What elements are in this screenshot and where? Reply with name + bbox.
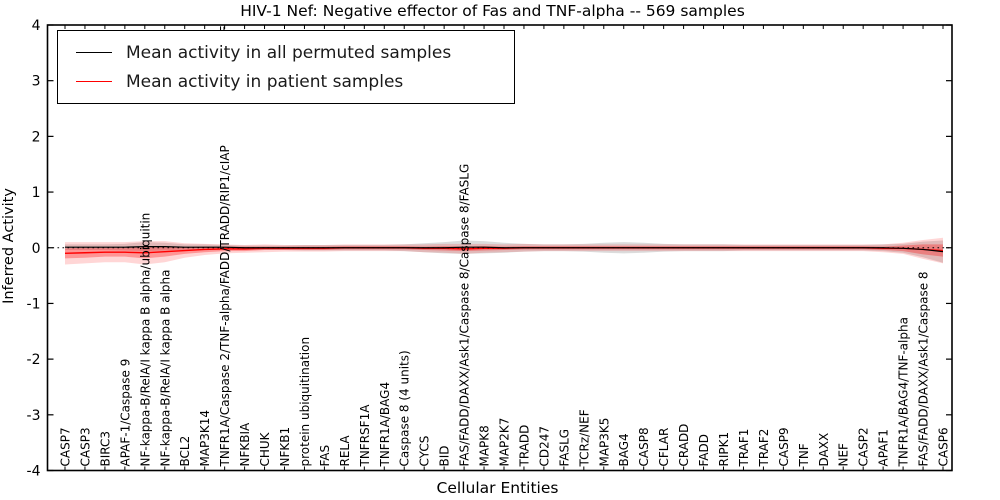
x-category-label: RIPK1 [717,432,731,467]
x-category-label: TRADD [517,425,531,468]
legend: Mean activity in all permuted samples Me… [57,30,515,104]
y-tick-label: 3 [32,74,41,90]
x-category-label: FADD [697,434,711,467]
x-category-label: MAP2K7 [498,418,512,467]
y-tick-label: -3 [27,408,41,424]
x-category-label: TNFR1A/BAG4/TNF-alpha [897,317,911,467]
x-category-label: FAS/FADD/DAXX/Ask1/Caspase 8 [917,271,931,466]
y-tick-label: -4 [27,464,41,480]
y-tick-label: 4 [32,18,41,34]
x-category-label: CFLAR [657,428,671,467]
x-category-label: APAF1 [877,429,891,466]
legend-item-patient: Mean activity in patient samples [58,67,514,96]
x-category-label: MAP3K14 [198,410,212,467]
y-tick-label: 0 [32,241,41,257]
legend-label-patient: Mean activity in patient samples [126,71,404,92]
x-category-label: FAS [318,445,332,467]
x-category-label: CASP8 [637,427,651,466]
x-category-label: CASP6 [937,427,951,466]
x-category-label: APAF-1/Caspase 9 [118,359,132,467]
x-category-label: protein ubiquitination [298,337,312,467]
axes-border [46,24,953,472]
x-category-label: TNFRSF1A [358,404,372,468]
x-category-label: FASLG [557,429,571,467]
patient-std-outer-band [65,237,943,265]
x-category-label: BIRC3 [98,431,112,467]
x-category-label: NF-kappa-B/RelA/I kappa B alpha [158,270,172,467]
y-tick-label: 1 [32,185,41,201]
x-category-label: TNFR1A/Caspase 2/TNF-alpha/FADD/TRADD/RI… [218,145,232,467]
y-axis-label: Inferred Activity [1,188,17,304]
permuted-line-swatch [76,52,112,53]
legend-label-permuted: Mean activity in all permuted samples [126,42,452,63]
x-category-label: BCL2 [178,436,192,467]
x-category-label: CD247 [537,426,551,467]
x-category-label: CASP9 [777,427,791,466]
y-tick-label: -1 [27,296,41,312]
x-category-label: MAP3K5 [597,418,611,467]
x-category-label: NFKB1 [278,427,292,467]
x-category-label: DAXX [817,433,831,467]
x-category-label: NEF [837,443,851,467]
x-category-label: Caspase 8 (4 units) [398,350,412,466]
x-category-label: NFKBIA [238,422,252,467]
x-category-label: TRAF2 [757,429,771,468]
x-category-label: TNFR1A/BAG4 [378,382,392,468]
x-category-label: CASP7 [59,427,73,466]
permuted-std-band [65,240,943,263]
x-category-label: CASP3 [78,427,92,466]
y-tick-label: -2 [27,352,41,368]
x-category-label: RELA [338,435,352,467]
x-category-label: BID [438,445,452,466]
x-category-label: CRADD [677,424,691,467]
x-category-label: TRAF1 [737,429,751,468]
x-category-label: TNF [797,443,811,467]
legend-item-permuted: Mean activity in all permuted samples [58,38,514,67]
x-category-label: NF-kappa-B/RelA/I kappa B alpha/ubiquiti… [138,213,152,467]
x-category-label: TCRz/NEF [577,409,591,467]
patient-line-swatch [76,81,112,82]
x-axis-label: Cellular Entities [436,479,559,497]
x-category-label: CHUK [258,431,272,466]
y-tick-label: 2 [32,129,41,145]
x-category-label: MAPK8 [478,425,492,466]
x-category-label: BAG4 [617,433,631,466]
chart-title: HIV-1 Nef: Negative effector of Fas and … [240,2,745,20]
x-category-label: CASP2 [857,427,871,466]
x-category-label: FAS/FADD/DAXX/Ask1/Caspase 8/Caspase 8/F… [458,164,472,467]
x-category-label: CYCS [418,436,432,467]
